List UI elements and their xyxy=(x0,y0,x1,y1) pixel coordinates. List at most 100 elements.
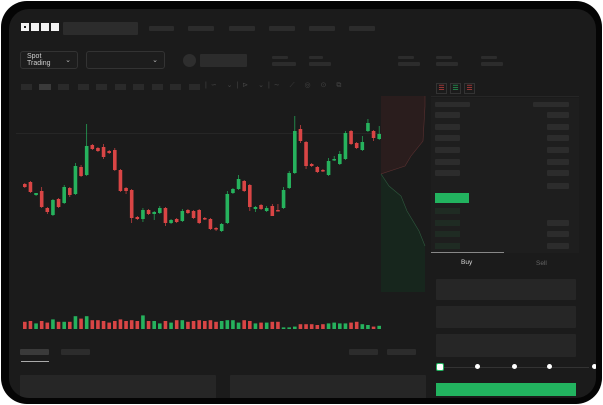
volume-bar xyxy=(203,321,207,329)
candle xyxy=(28,181,33,193)
nav-item[interactable] xyxy=(269,26,295,31)
volume-bar xyxy=(79,318,83,329)
volume-bar xyxy=(270,321,275,329)
sell-tab[interactable]: Sell xyxy=(536,260,547,267)
candle xyxy=(163,207,168,226)
candle xyxy=(287,171,291,189)
bid-price[interactable] xyxy=(435,231,460,237)
stat-label xyxy=(398,56,414,59)
ask-price[interactable] xyxy=(435,135,460,141)
volume-bar xyxy=(242,320,246,329)
candle-body xyxy=(84,146,89,175)
ask-price[interactable] xyxy=(435,124,460,130)
okx-logo[interactable] xyxy=(21,23,59,31)
slider-stop-75[interactable] xyxy=(547,364,552,369)
candle-body xyxy=(332,159,336,161)
buy-button[interactable] xyxy=(436,383,576,396)
candle-body xyxy=(343,133,348,159)
price-input[interactable] xyxy=(436,279,576,300)
ask-amount xyxy=(547,170,569,176)
bid-price[interactable] xyxy=(435,208,460,214)
last-price xyxy=(200,54,247,67)
volume-bar xyxy=(253,323,258,329)
candle-body xyxy=(129,190,134,218)
candle-body xyxy=(293,131,297,173)
filter-button[interactable] xyxy=(387,349,416,355)
candle xyxy=(259,204,263,210)
buy-tab[interactable]: Buy xyxy=(461,259,473,266)
candle xyxy=(56,198,61,208)
candlestick-chart[interactable] xyxy=(16,96,381,301)
slider-stop-50[interactable] xyxy=(512,364,517,369)
amount-input[interactable] xyxy=(436,306,576,328)
volume-bar xyxy=(219,321,224,329)
timeframe-button[interactable] xyxy=(152,84,163,90)
search-input[interactable] xyxy=(63,22,138,35)
candle-body xyxy=(96,148,100,151)
open-orders-tab[interactable] xyxy=(20,349,49,355)
volume-bar xyxy=(23,321,27,329)
nav-item[interactable] xyxy=(149,26,174,31)
timeframe-button[interactable] xyxy=(21,84,32,90)
timeframe-button[interactable] xyxy=(78,84,89,90)
candle xyxy=(236,175,241,190)
candle xyxy=(84,124,89,176)
total-input[interactable] xyxy=(436,334,576,357)
volume-bar xyxy=(51,319,55,329)
market-type-dropdown[interactable]: Spot Trading ⌄ xyxy=(20,51,78,69)
bid-price[interactable] xyxy=(435,243,460,249)
orderbook-asks-icon[interactable]: ☰ xyxy=(464,83,475,94)
volume-bar xyxy=(96,320,100,329)
ask-price[interactable] xyxy=(435,147,460,153)
candle-body xyxy=(225,194,230,223)
timeframe-button[interactable] xyxy=(58,84,69,90)
chart-tools[interactable]: |∽ ⌄|⊳ ⌄|∼ ⟋ ◎ ⊙ ⧉ xyxy=(205,82,346,89)
nav-item[interactable] xyxy=(309,26,335,31)
candle-body xyxy=(264,208,269,211)
nav-item[interactable] xyxy=(349,26,375,31)
ask-amount xyxy=(547,112,569,118)
ask-price[interactable] xyxy=(435,112,460,118)
slider-stop-25[interactable] xyxy=(475,364,480,369)
chevron-down-icon: ⌄ xyxy=(152,57,158,64)
timeframe-button[interactable] xyxy=(115,84,126,90)
timeframe-button-active[interactable] xyxy=(39,84,51,90)
timeframe-button[interactable] xyxy=(189,84,200,90)
volume-bar xyxy=(62,321,66,329)
ask-price[interactable] xyxy=(435,159,460,165)
volume-bar xyxy=(293,326,297,329)
filter-button[interactable] xyxy=(349,349,378,355)
pair-dropdown[interactable]: ⌄ xyxy=(86,51,165,69)
timeframe-button[interactable] xyxy=(170,84,181,90)
nav-item[interactable] xyxy=(188,26,214,31)
candle xyxy=(225,191,230,224)
volume-bar xyxy=(129,320,134,329)
candle-body xyxy=(79,167,83,176)
stat-label xyxy=(309,56,323,59)
volume-bar xyxy=(259,322,263,329)
orderbook-both-icon[interactable]: ☰ xyxy=(436,83,447,94)
volume-bar xyxy=(118,319,123,329)
volume-bar xyxy=(264,322,269,329)
candle-body xyxy=(214,228,218,230)
candle-body xyxy=(163,208,168,223)
stat-value xyxy=(272,62,296,66)
candle-body xyxy=(270,206,275,216)
candle xyxy=(124,187,128,194)
orderbook-bids-icon[interactable]: ☰ xyxy=(450,83,461,94)
order-history-tab[interactable] xyxy=(61,349,90,355)
slider-stop-100[interactable] xyxy=(592,364,596,369)
bid-price[interactable] xyxy=(435,220,460,226)
ask-price[interactable] xyxy=(435,170,460,176)
candle xyxy=(281,187,286,209)
volume-bar xyxy=(180,320,185,329)
nav-item[interactable] xyxy=(229,26,255,31)
slider-handle[interactable] xyxy=(436,363,444,371)
stat-value xyxy=(309,62,331,66)
volume-bar xyxy=(304,324,308,329)
candle-body xyxy=(360,142,365,150)
timeframe-button[interactable] xyxy=(96,84,107,90)
timeframe-button[interactable] xyxy=(133,84,144,90)
volume-bar xyxy=(186,321,190,329)
candle xyxy=(366,119,370,132)
